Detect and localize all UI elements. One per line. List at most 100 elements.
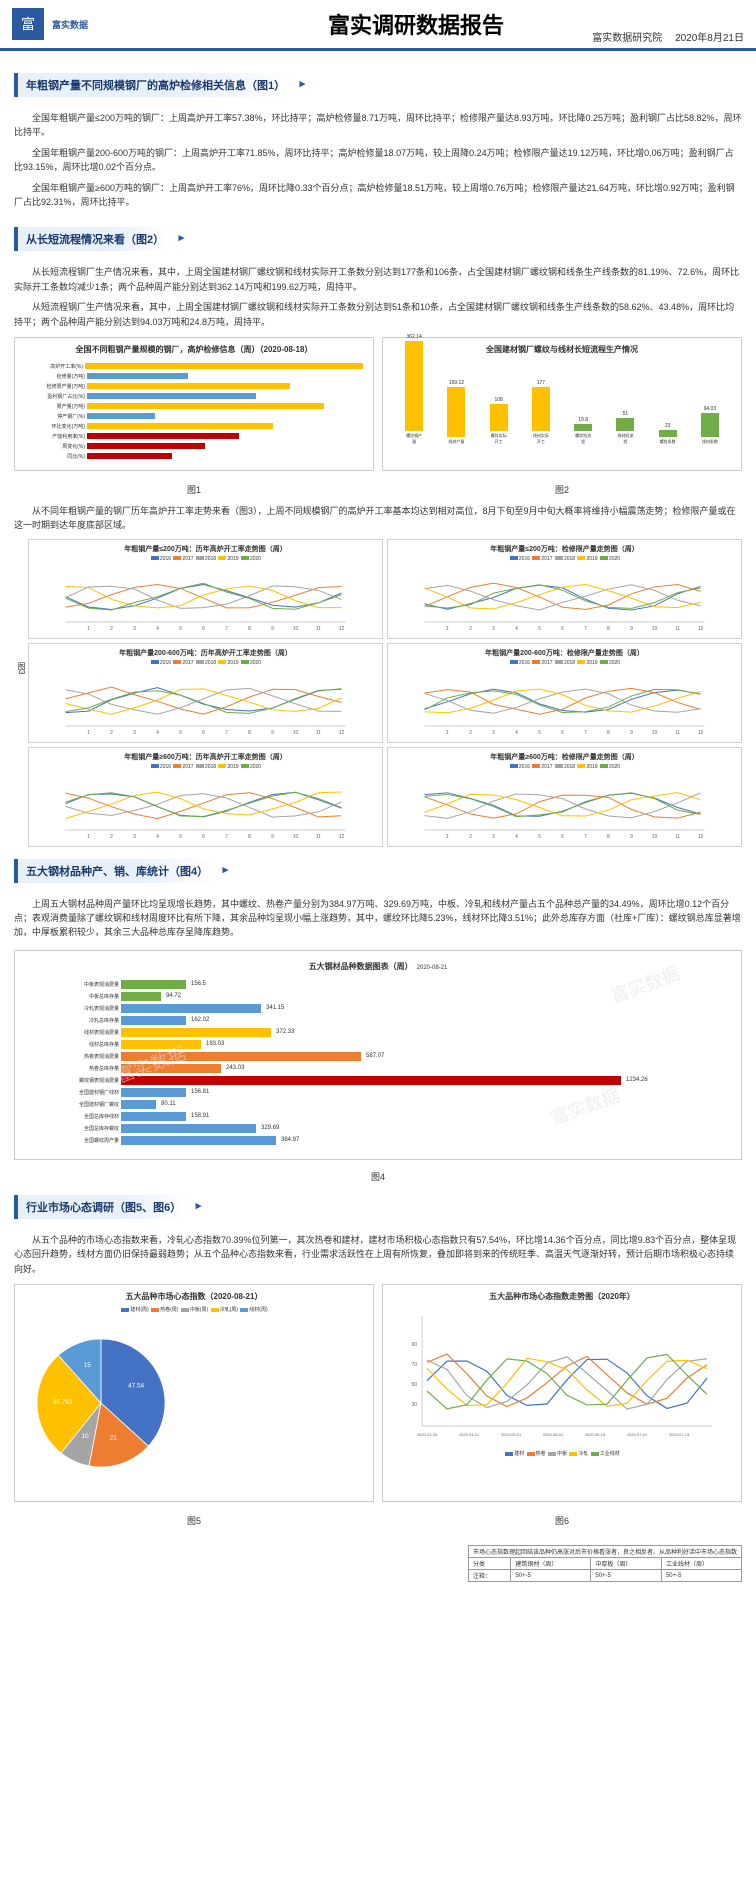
svg-text:15: 15: [84, 1362, 92, 1369]
fig3-label: 图3: [16, 662, 27, 674]
svg-text:1: 1: [87, 730, 90, 736]
fig3-container: 图3 年粗钢产量≤200万吨：历年高炉开工率走势图（周） 2016 2017 2…: [14, 539, 742, 847]
page-header: 富 富实数据 富实调研数据报告 富实数据研究院 2020年8月21日: [0, 0, 756, 51]
fig1-caption: 图1: [14, 483, 374, 496]
section4-p1: 从五个品种的市场心态指数来看，冷轧心态指数70.39%位列第一，其次热卷和建材，…: [14, 1233, 742, 1276]
fig6-caption: 图6: [382, 1514, 742, 1527]
section2-title: 从长短流程情况来看（图2）: [14, 227, 172, 251]
svg-text:6: 6: [202, 730, 205, 736]
svg-text:3: 3: [492, 626, 495, 632]
svg-text:2: 2: [110, 730, 113, 736]
svg-text:1: 1: [87, 626, 90, 632]
svg-text:9: 9: [630, 834, 633, 840]
svg-text:1: 1: [87, 834, 90, 840]
svg-text:5: 5: [538, 834, 541, 840]
svg-text:11: 11: [675, 626, 680, 632]
logo-text: 富实数据: [52, 18, 88, 31]
fig3-grid: 年粗钢产量≤200万吨：历年高炉开工率走势图（周） 2016 2017 2018…: [28, 539, 742, 847]
fig5-caption: 图5: [14, 1514, 374, 1527]
svg-text:11: 11: [316, 626, 321, 632]
chart1-box: 全国不同粗钢产量规模的钢厂，高炉检修信息（周）（2020-08-18） 高炉开工…: [14, 337, 374, 471]
chart-row-1: 全国不同粗钢产量规模的钢厂，高炉检修信息（周）（2020-08-18） 高炉开工…: [14, 337, 742, 471]
chart6-title: 五大品种市场心态指数走势图（2020年）: [389, 1291, 735, 1302]
chart-row-3: 五大品种市场心态指数（2020-08-21） 建材(周) 热卷(周) 中板(周)…: [14, 1284, 742, 1502]
svg-text:21: 21: [110, 1434, 118, 1441]
svg-text:4: 4: [515, 730, 518, 736]
svg-text:7: 7: [225, 626, 228, 632]
svg-text:2: 2: [110, 834, 113, 840]
footer-table: 市场心态指数理起回结该品种仍高涨对后市价格看涨者，良之相反者、从品种利好活中市场…: [468, 1545, 742, 1582]
svg-text:6: 6: [561, 730, 564, 736]
chart2-bars: 362.14螺纹钢产量199.12线材产量108螺纹实际开工177线材实际开工1…: [389, 359, 735, 449]
svg-text:35.793: 35.793: [53, 1399, 73, 1406]
chart5-legend: 建材(周) 热卷(周) 中板(周) 冷轧(周) 线材(周): [21, 1306, 367, 1313]
svg-text:6: 6: [561, 834, 564, 840]
svg-text:10: 10: [81, 1433, 89, 1440]
svg-text:8: 8: [248, 626, 251, 632]
svg-text:2020-07-13: 2020-07-13: [669, 1432, 690, 1437]
svg-text:12: 12: [698, 730, 704, 736]
svg-text:4: 4: [156, 626, 159, 632]
svg-text:2020-03-20: 2020-03-20: [417, 1432, 438, 1437]
svg-text:4: 4: [515, 834, 518, 840]
logo-icon: 富: [12, 8, 44, 40]
svg-text:9: 9: [630, 730, 633, 736]
svg-text:6: 6: [561, 626, 564, 632]
svg-text:5: 5: [179, 626, 182, 632]
svg-text:11: 11: [316, 730, 321, 736]
svg-text:2: 2: [110, 626, 113, 632]
svg-text:5: 5: [179, 730, 182, 736]
svg-text:2020-05-01: 2020-05-01: [501, 1432, 522, 1437]
svg-text:8: 8: [607, 834, 610, 840]
section3-title: 五大钢材品种产、销、库统计（图4）: [14, 859, 216, 883]
svg-text:5: 5: [179, 834, 182, 840]
svg-text:1: 1: [446, 730, 449, 736]
svg-text:7: 7: [225, 730, 228, 736]
svg-text:12: 12: [339, 626, 345, 632]
svg-text:2020-06-15: 2020-06-15: [585, 1432, 606, 1437]
svg-text:3: 3: [133, 834, 136, 840]
section4-title: 行业市场心态调研（图5、图6）: [14, 1195, 189, 1219]
svg-text:5: 5: [538, 626, 541, 632]
svg-text:12: 12: [698, 834, 704, 840]
chart2-box: 全国建材钢厂螺纹与线材长短流程生产情况 362.14螺纹钢产量199.12线材产…: [382, 337, 742, 471]
org-name: 富实数据研究院: [592, 33, 662, 44]
section3-p1: 上周五大钢材品种周产量环比均呈现增长趋势，其中螺纹、热卷产量分别为384.97万…: [14, 897, 742, 940]
svg-text:11: 11: [316, 834, 321, 840]
svg-text:47.54: 47.54: [128, 1383, 144, 1390]
svg-text:9: 9: [271, 834, 274, 840]
svg-text:3: 3: [492, 834, 495, 840]
chart4-box: 富实数据 富实数据 富实数据 五大钢材品种数据图表（周） 2020-08-21 …: [14, 950, 742, 1160]
svg-text:7: 7: [584, 834, 587, 840]
svg-text:3: 3: [492, 730, 495, 736]
svg-text:8: 8: [607, 626, 610, 632]
chart6-lines: 305070902020-03-202020-04-012020-05-0120…: [389, 1306, 735, 1446]
svg-text:7: 7: [225, 834, 228, 840]
section1-title: 年粗钢产量不同规模钢厂的高炉检修相关信息（图1）: [14, 73, 293, 97]
footer-note: 市场心态指数理起回结该品种仍高涨对后市价格看涨者，良之相反者、从品种利好活中市场…: [468, 1546, 741, 1558]
fig3-intro: 从不同年粗钢产量的钢厂历年高炉开工率走势来看（图3），上周不同规模钢厂的高炉开工…: [14, 504, 742, 533]
chart2-title: 全国建材钢厂螺纹与线材长短流程生产情况: [389, 344, 735, 355]
chart6-legend: 建材 热卷 中板 冷轧 工业线材: [389, 1450, 735, 1457]
svg-text:8: 8: [248, 730, 251, 736]
svg-text:10: 10: [652, 730, 658, 736]
svg-text:1: 1: [446, 834, 449, 840]
report-date: 2020年8月21日: [675, 33, 744, 44]
pie-chart: 47.54 21 10 35.793 15: [21, 1323, 181, 1483]
svg-text:1: 1: [446, 626, 449, 632]
svg-text:5: 5: [538, 730, 541, 736]
fig2-caption: 图2: [382, 483, 742, 496]
svg-text:12: 12: [339, 834, 345, 840]
svg-text:6: 6: [202, 834, 205, 840]
page-title: 富实调研数据报告: [328, 8, 504, 40]
svg-text:11: 11: [675, 730, 680, 736]
svg-text:10: 10: [293, 730, 299, 736]
svg-text:10: 10: [652, 626, 658, 632]
svg-text:12: 12: [698, 626, 704, 632]
svg-text:2020-04-01: 2020-04-01: [459, 1432, 480, 1437]
svg-text:10: 10: [652, 834, 658, 840]
chart4-title: 五大钢材品种数据图表（周） 2020-08-21: [25, 961, 731, 972]
svg-text:4: 4: [156, 834, 159, 840]
section1-p1: 全国年粗钢产量≤200万吨的钢厂：上周高炉开工率57.38%，环比持平；高炉检修…: [14, 111, 742, 140]
header-meta: 富实数据研究院 2020年8月21日: [592, 29, 744, 44]
